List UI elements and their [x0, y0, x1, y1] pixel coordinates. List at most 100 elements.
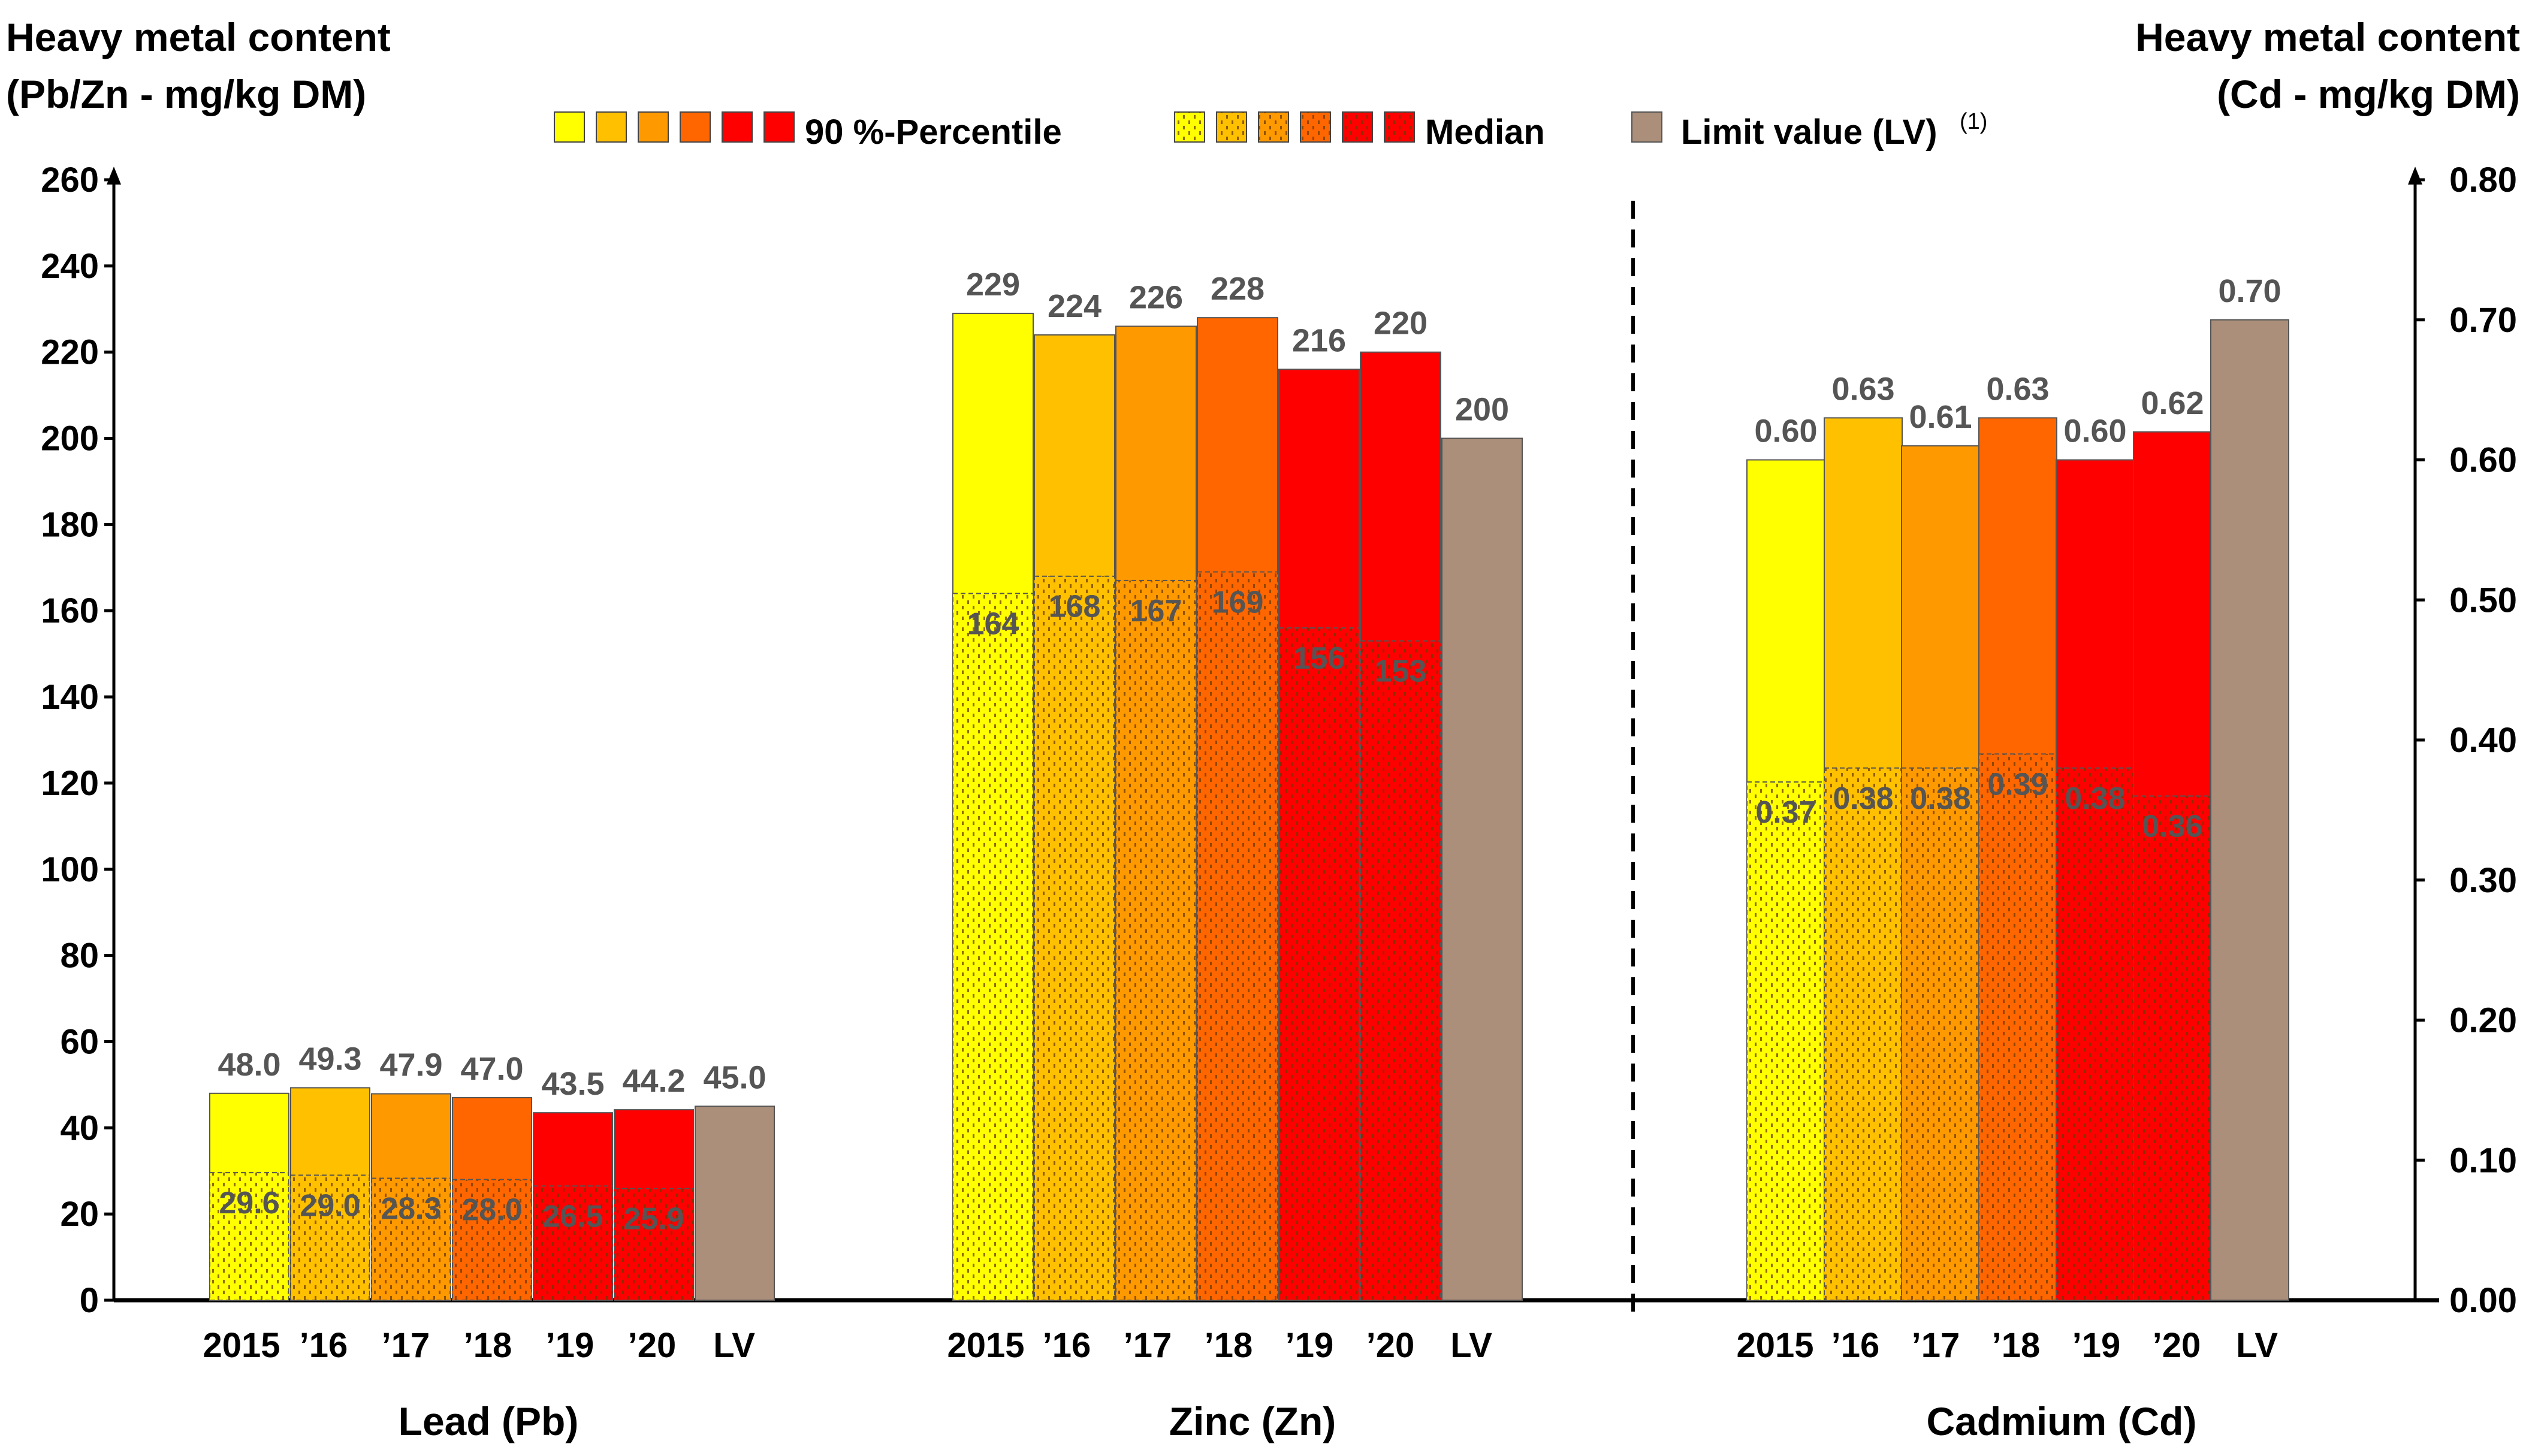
zinc-percentile-label: 226	[1129, 280, 1183, 316]
right-tick-label: 0.00	[2449, 1281, 2517, 1320]
cadmium-category-label: ’19	[2072, 1326, 2121, 1365]
left-tick-label: 240	[41, 247, 99, 286]
zinc-limit-bar	[1441, 437, 1523, 1301]
right-tick-label: 0.20	[2449, 1001, 2517, 1040]
cadmium-median-label: 0.39	[1987, 767, 2048, 802]
zinc-category-label: ’20	[1366, 1326, 1415, 1365]
legend-median-swatch-dots	[1259, 112, 1288, 142]
zinc-percentile-label: 220	[1374, 306, 1428, 342]
labels: 48.0 29.6 49.3 29.0 47.9 28.3 47.0 28.0 43.5 26.5…	[203, 267, 2281, 1443]
zinc-median-pattern	[1278, 627, 1360, 1301]
cadmium-category-label: ’16	[1831, 1326, 1880, 1365]
cadmium-median-label: 0.37	[1755, 795, 1816, 830]
cadmium-percentile-label: 0.63	[1831, 371, 1894, 407]
cadmium-median-pattern	[1978, 753, 2057, 1301]
cadmium-category-label: 2015	[1736, 1326, 1813, 1365]
lead-percentile-label: 49.3	[298, 1041, 361, 1077]
cadmium-percentile-label: 0.60	[2063, 413, 2126, 449]
cadmium-category-label: LV	[2236, 1326, 2278, 1365]
lead-median-label: 29.6	[219, 1186, 279, 1221]
zinc-median-label: 156	[1293, 641, 1345, 676]
legend-percentile-swatch	[596, 111, 627, 143]
legend-percentile-swatches	[554, 111, 795, 143]
legend-median-swatch-dots	[1300, 112, 1330, 142]
bars	[209, 312, 2289, 1301]
cadmium-median-pattern	[1824, 767, 1903, 1301]
zinc-category-label: ’18	[1205, 1326, 1253, 1365]
lead-median-pattern	[533, 1185, 613, 1301]
zinc-median-pattern	[1034, 575, 1115, 1301]
right-tick-label: 0.50	[2449, 581, 2517, 620]
legend: 90 %-Percentile Median Limit value (LV) …	[554, 109, 1987, 152]
zinc-median-label: 164	[967, 606, 1019, 641]
right-tick-label: 0.80	[2449, 161, 2517, 200]
legend-median-swatch-dots	[1217, 112, 1247, 142]
lead-median-label: 25.9	[623, 1202, 684, 1237]
lead-limit-label: 45.0	[703, 1059, 766, 1095]
cadmium-category-label: ’20	[2153, 1326, 2201, 1365]
zinc-limit-label: 200	[1455, 392, 1509, 428]
legend-percentile-swatch	[554, 111, 585, 143]
legend-percentile-swatch	[638, 111, 669, 143]
lead-median-pattern	[209, 1172, 289, 1301]
cadmium-median-label: 0.36	[2142, 809, 2202, 844]
lead-median-label: 26.5	[542, 1199, 603, 1234]
lead-percentile-label: 47.9	[379, 1047, 442, 1083]
legend-median-swatches	[1174, 111, 1415, 143]
zinc-median-pattern	[952, 593, 1034, 1301]
cadmium-percentile-label: 0.61	[1909, 399, 1972, 435]
right-tick-label: 0.10	[2449, 1141, 2517, 1180]
lead-median-label: 29.0	[300, 1188, 360, 1223]
zinc-group-label: Zinc (Zn)	[1169, 1399, 1336, 1443]
left-tick-label: 200	[41, 419, 99, 458]
lead-median-pattern	[371, 1177, 451, 1301]
left-tick-label: 260	[41, 161, 99, 200]
left-tick-label: 40	[60, 1108, 99, 1147]
zinc-category-label: 2015	[947, 1326, 1024, 1365]
lead-category-label: ’19	[546, 1326, 594, 1365]
zinc-median-label: 153	[1375, 654, 1427, 689]
left-tick-label: 0	[80, 1281, 99, 1320]
cadmium-percentile-label: 0.62	[2141, 385, 2204, 421]
cadmium-median-label: 0.38	[1833, 781, 1893, 816]
zinc-median-pattern	[1197, 571, 1278, 1301]
lead-percentile-label: 43.5	[541, 1066, 604, 1102]
legend-limit-footnote: (1)	[1960, 109, 1987, 134]
right-tick-label: 0.60	[2449, 441, 2517, 480]
lead-median-pattern	[452, 1179, 532, 1301]
zinc-category-label: ’19	[1285, 1326, 1334, 1365]
lead-category-label: ’20	[628, 1326, 677, 1365]
legend-percentile-swatch	[763, 111, 795, 143]
cadmium-median-pattern	[2133, 795, 2212, 1301]
zinc-percentile-label: 228	[1211, 271, 1265, 307]
left-tick-label: 220	[41, 333, 99, 372]
legend-percentile-label: 90 %-Percentile	[805, 113, 1062, 152]
right-axis-title-line2: (Cd - mg/kg DM)	[2217, 72, 2520, 116]
zinc-median-label: 169	[1212, 585, 1264, 620]
left-tick-label: 100	[41, 850, 99, 889]
cadmium-percentile-label: 0.63	[1986, 371, 2049, 407]
left-tick-label: 160	[41, 591, 99, 630]
cadmium-median-pattern	[1746, 781, 1825, 1301]
zinc-median-pattern	[1360, 640, 1441, 1301]
lead-median-label: 28.0	[461, 1193, 522, 1228]
zinc-category-label: ’17	[1124, 1326, 1172, 1365]
lead-median-pattern	[614, 1188, 694, 1301]
zinc-percentile-label: 229	[966, 267, 1020, 303]
left-tick-label: 80	[60, 937, 99, 975]
cadmium-median-pattern	[1901, 767, 1980, 1301]
zinc-median-pattern	[1115, 579, 1197, 1301]
zinc-category-label: LV	[1450, 1326, 1492, 1365]
lead-group-label: Lead (Pb)	[399, 1399, 579, 1443]
right-tick-label: 0.40	[2449, 721, 2517, 760]
left-tick-label: 140	[41, 678, 99, 717]
right-axis-title-line1: Heavy metal content	[2135, 15, 2520, 59]
zinc-category-label: ’16	[1043, 1326, 1091, 1365]
zinc-median-label: 168	[1049, 590, 1101, 624]
lead-percentile-label: 44.2	[622, 1063, 685, 1099]
cadmium-median-pattern	[2056, 767, 2135, 1301]
legend-median-label: Median	[1425, 113, 1545, 152]
cadmium-percentile-label: 0.60	[1754, 413, 1817, 449]
legend-median-swatch-dots	[1384, 112, 1414, 142]
